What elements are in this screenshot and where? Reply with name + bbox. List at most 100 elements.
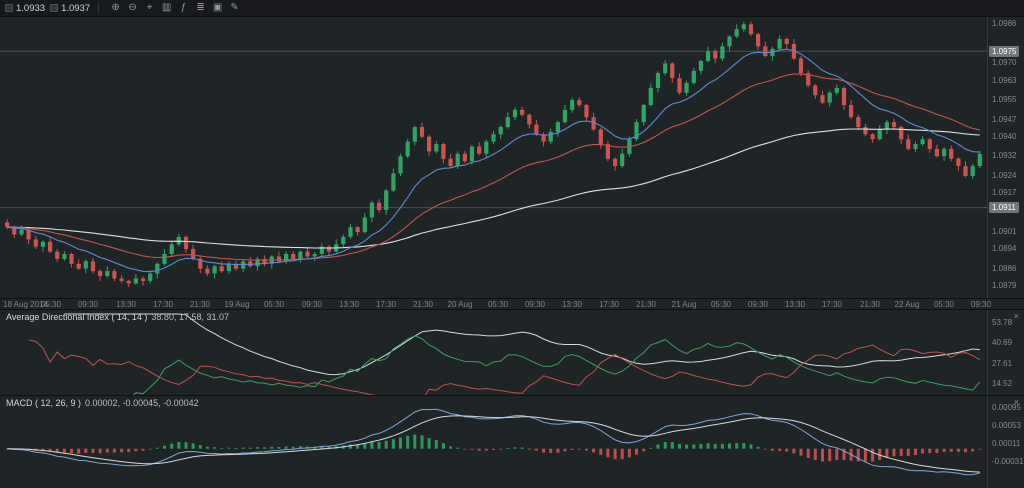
macd-histogram-bar [127,448,131,453]
macd-histogram-bar [513,447,517,449]
macd-histogram-bar [806,448,810,458]
macd-close-button[interactable]: × [1013,397,1019,407]
time-axis-label: 20 Aug [447,300,473,309]
time-axis-label: 18 Aug 2014 [3,300,48,309]
macd-histogram-bar [520,447,524,449]
macd-canvas[interactable] [0,396,987,488]
macd-histogram-bar [112,448,116,453]
macd-histogram-bar [463,448,467,450]
adx-panel: Average Directional Index ( 14, 14 ) 38.8… [0,310,1024,396]
macd-histogram-bar [592,448,596,453]
macd-histogram-bar [606,448,610,458]
crosshair-icon[interactable]: ⌖ [146,2,153,13]
macd-histogram-bar [184,442,188,449]
time-axis-label: 21:30 [189,300,211,309]
time-axis[interactable]: 18 Aug 2014 05:30 09:30 13:30 17:30 21:30 19 A… [0,299,1024,310]
macd-histogram-bar [270,446,274,449]
price-chart-canvas[interactable] [0,17,987,298]
ma-fast-line [7,48,980,273]
macd-histogram-bar [349,444,352,449]
macd-histogram-bar [170,443,174,449]
ma-slow-line [7,128,980,249]
macd-histogram-bar [391,439,395,449]
macd-histogram-bar [871,448,875,462]
macd-histogram-bar [670,442,674,449]
chart-toolbar: 1.0933 1.0937 ⊕ ⊖ ⌖ ▥ ƒ ≣ ▣ ✎ [0,0,1024,17]
bid-price: 1.0933 [16,2,46,14]
adx-tick-label: 14.52 [992,379,1013,388]
macd-histogram-bar [148,448,152,450]
adx-close-button[interactable]: × [1013,311,1019,321]
adx-axis[interactable]: × 53.78 40.69 27.61 14.52 [987,310,1024,395]
macd-histogram-bar [649,447,653,449]
macd-histogram-bar [55,448,59,453]
zoom-in-icon[interactable]: ⊕ [111,2,120,13]
macd-histogram-bar [635,448,638,455]
macd-histogram-bar [921,448,925,454]
macd-histogram-bar [763,448,767,450]
macd-histogram-bar [205,446,209,449]
macd-histogram-bar [935,448,939,453]
macd-histogram-bar [706,443,710,449]
time-axis-label: 17:30 [598,300,620,309]
price-tick-label: 1.0932 [992,151,1017,160]
price-tick-label: 1.0924 [992,171,1017,180]
macd-histogram-bar [978,448,982,450]
price-tick-label: 1.0940 [992,132,1017,141]
time-axis-label: 05:30 [263,300,285,309]
macd-histogram-bar [234,448,238,449]
macd-histogram-bar [728,443,731,449]
timeframe-icon[interactable]: ≣ [196,2,205,13]
macd-histogram-bar [327,446,331,449]
macd-histogram-bar [248,447,252,449]
toolbar-icons: ⊕ ⊖ ⌖ ▥ ƒ ≣ ▣ ✎ [107,0,243,16]
macd-histogram-bar [406,435,410,449]
time-axis-label: 09:30 [77,300,99,309]
macd-histogram-bar [878,448,882,461]
macd-histogram-bar [663,442,667,449]
macd-histogram-bar [585,448,588,451]
macd-histogram-bar [928,448,932,454]
time-axis-label: 05:30 [487,300,509,309]
templates-icon[interactable]: ▣ [212,2,223,13]
macd-histogram-bar [434,440,438,449]
macd-histogram-bar [534,448,538,451]
buy-quote[interactable]: 1.0937 [50,3,90,14]
macd-histogram-bar [964,448,967,453]
time-axis-label: 09:30 [747,300,769,309]
adx-tick-label: 40.69 [992,338,1013,347]
minus-di-line [28,339,981,395]
time-axis-label: 21:30 [412,300,434,309]
price-tick-label: 1.0947 [992,115,1017,124]
adx-line [64,313,980,376]
macd-histogram-bar [599,448,603,455]
price-tick-label: 1.0963 [992,76,1017,85]
macd-histogram-bar [399,437,402,449]
indicators-icon[interactable]: ƒ [180,2,187,13]
macd-histogram-bar [885,448,889,458]
macd-histogram-bar [770,448,774,451]
macd-histogram-bar [570,448,574,450]
macd-histogram-bar [720,443,724,449]
macd-tick-label: 0.00053 [992,421,1021,430]
macd-histogram-bar [499,448,503,450]
adx-canvas[interactable] [0,310,987,395]
macd-histogram-bar [892,448,896,457]
draw-tools-icon[interactable]: ✎ [230,2,239,13]
macd-histogram-bar [227,447,231,449]
time-axis-label: 13:30 [338,300,360,309]
macd-histogram-bar [48,448,52,452]
macd-histogram-bar [692,444,696,449]
macd-histogram-bar [413,434,417,449]
time-axis-label: 09:30 [301,300,323,309]
macd-axis[interactable]: × 0.00095 0.00053 0.00011 -0.00031 [987,396,1024,488]
macd-histogram-bar [105,448,109,453]
zoom-out-icon[interactable]: ⊖ [128,2,137,13]
macd-histogram-bar [141,448,145,451]
macd-histogram-bar [835,448,839,460]
sell-quote[interactable]: 1.0933 [5,3,45,14]
chart-mode-icon[interactable]: ▥ [161,2,172,13]
price-axis[interactable]: 1.0986 1.0970 1.0963 1.0955 1.0947 1.0940 1.09… [987,17,1024,298]
macd-histogram-bar [155,447,159,449]
macd-histogram-bar [699,444,703,449]
